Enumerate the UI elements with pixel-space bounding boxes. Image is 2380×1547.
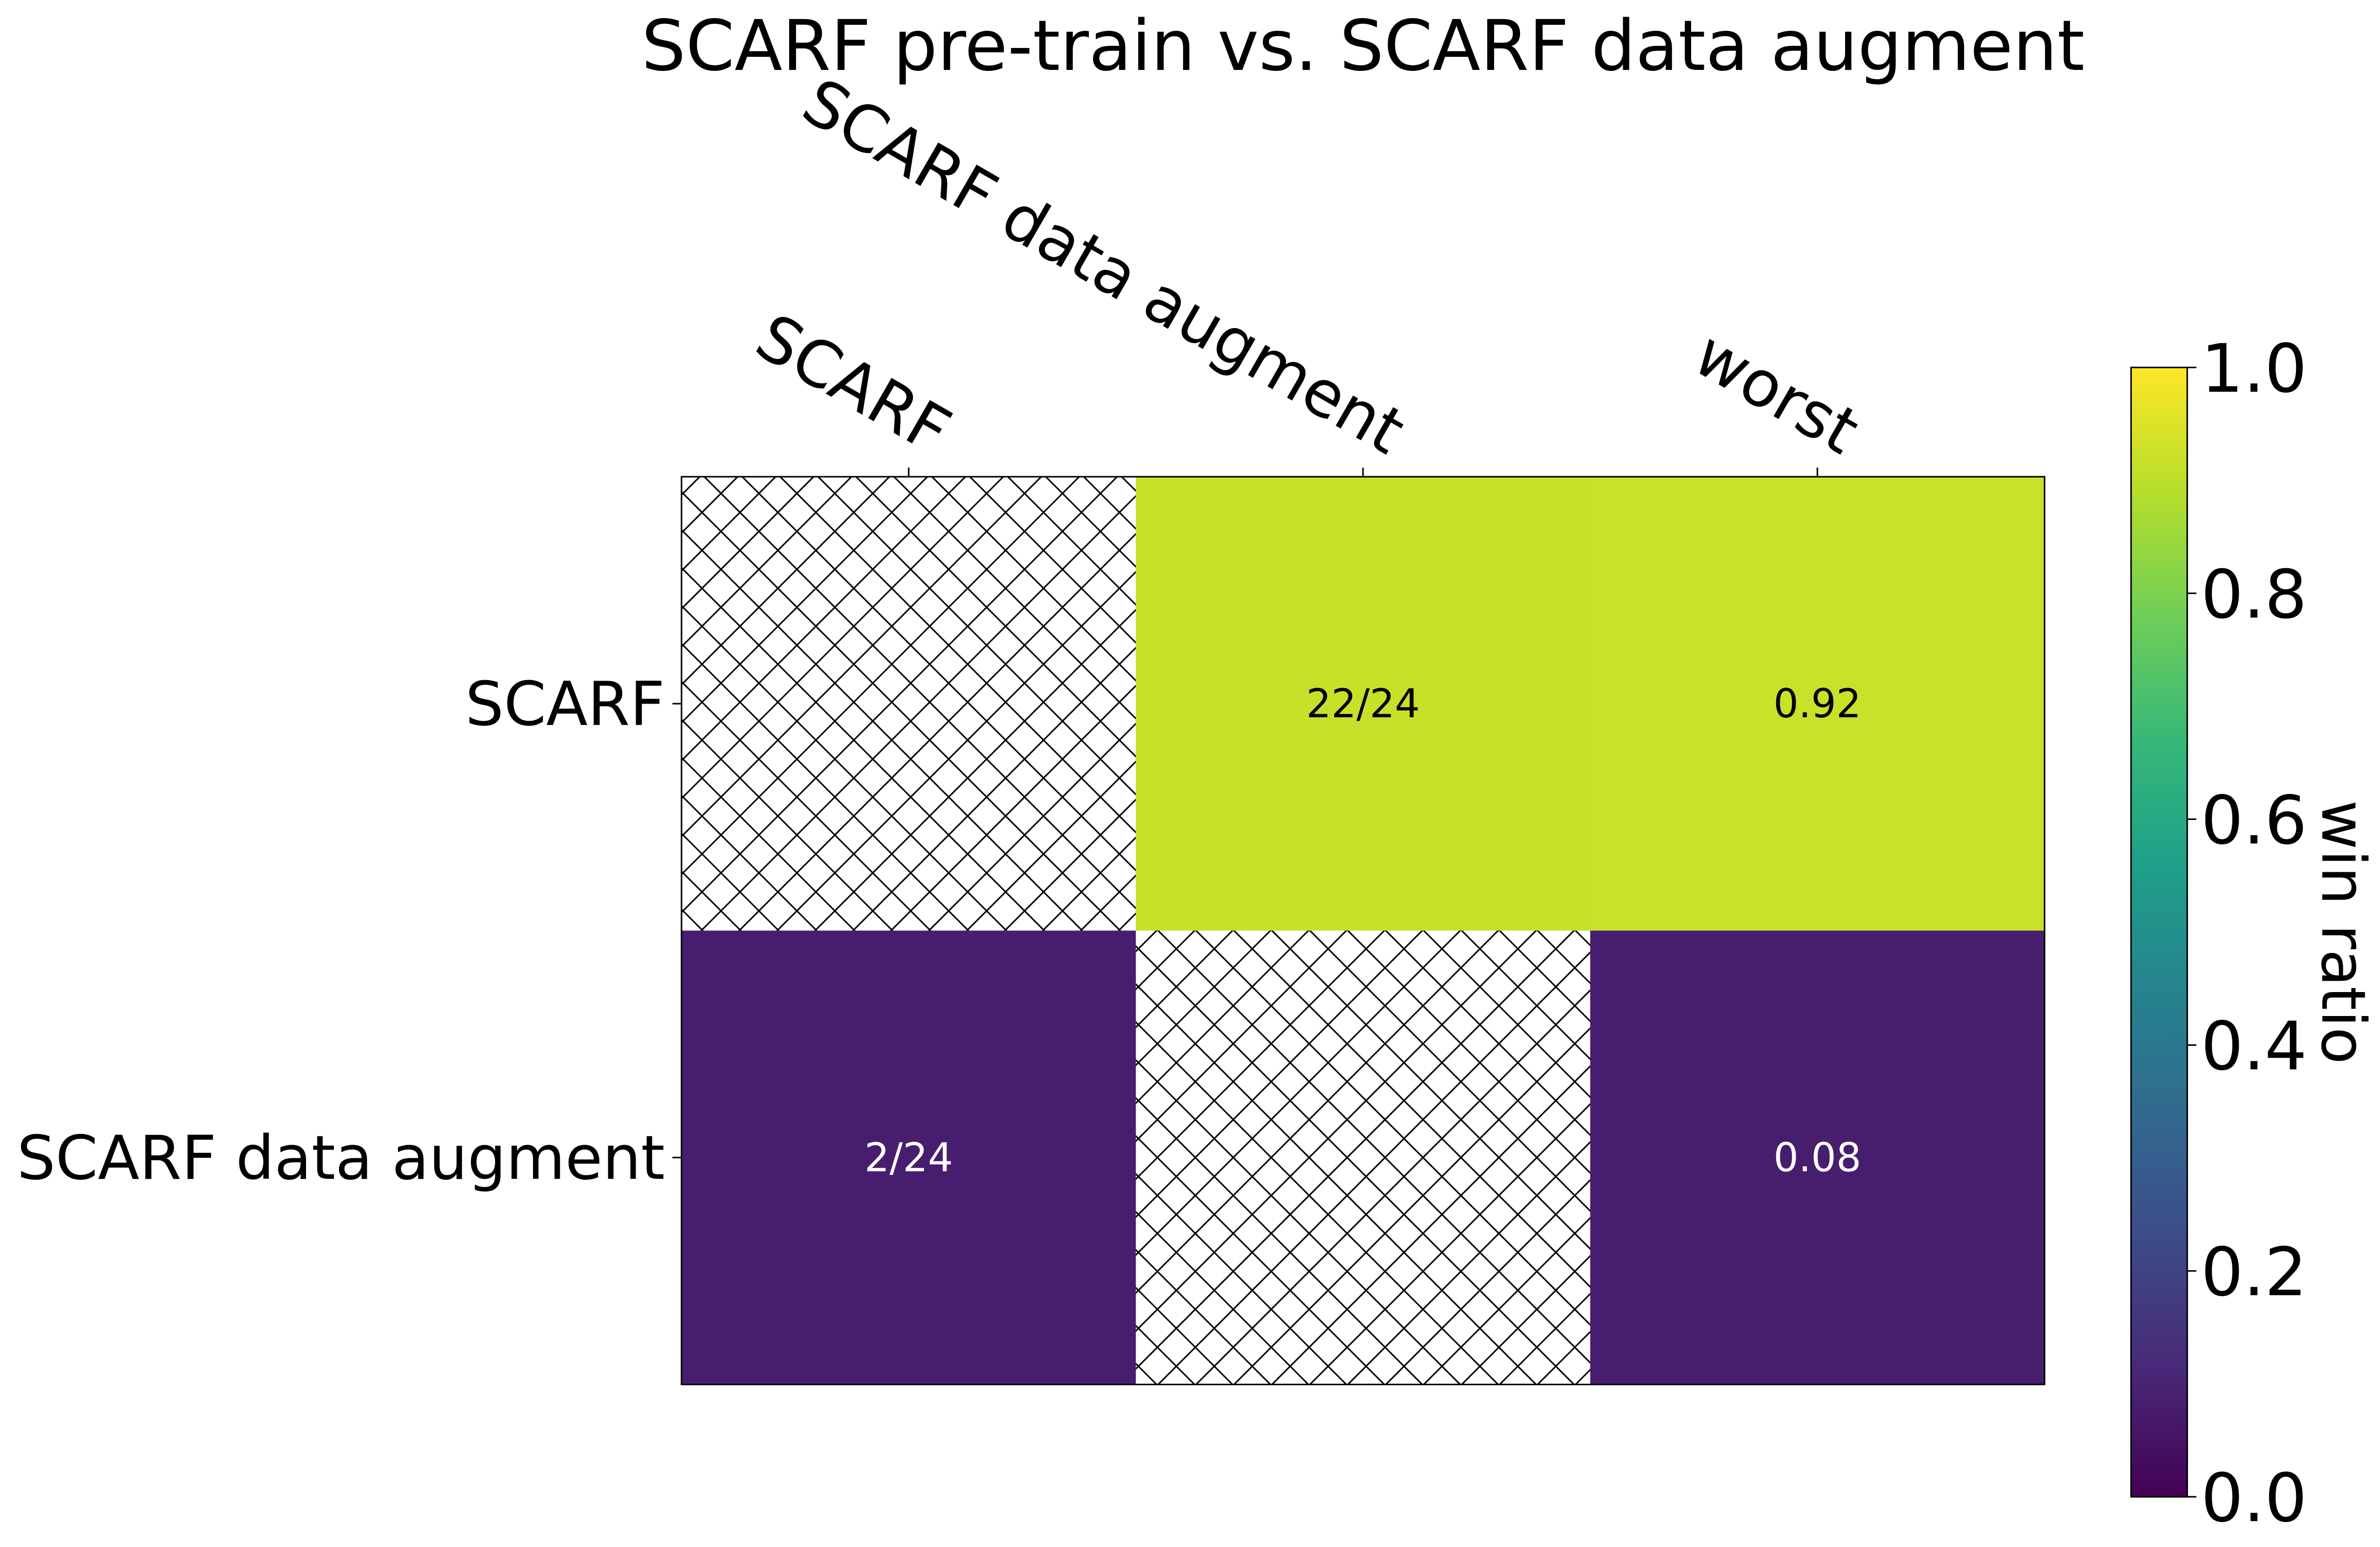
cell	[1136, 477, 1590, 931]
cell	[1590, 477, 2045, 931]
cell	[1590, 930, 2045, 1385]
missing-cell	[681, 477, 1136, 931]
missing-cell	[1136, 930, 1590, 1385]
x-tick-label: SCARF	[744, 300, 963, 469]
colorbar-tick-label: 0.0	[2201, 1459, 2307, 1537]
plot-area: 22/24 0.92 2/24 0.08 SCARF SCARF data augment…	[17, 64, 2378, 1537]
x-tick-label: worst	[1682, 316, 1871, 468]
cell-label: 0.92	[1773, 681, 1861, 727]
colorbar-label: win ratio	[2308, 800, 2378, 1064]
y-tick-label: SCARF	[465, 669, 665, 740]
colorbar	[2130, 366, 2188, 1498]
chart-title: SCARF pre-train vs. SCARF data augment	[641, 5, 2085, 87]
colorbar-tick-label: 0.8	[2201, 556, 2307, 634]
colorbar-tick-label: 0.6	[2201, 782, 2307, 860]
colorbar-tick-label: 1.0	[2201, 330, 2307, 408]
cell-label: 22/24	[1306, 681, 1420, 727]
y-tick-label: SCARF data augment	[17, 1123, 665, 1193]
cell-label: 0.08	[1773, 1135, 1861, 1181]
cell	[681, 930, 1136, 1385]
colorbar-tick-label: 0.4	[2201, 1008, 2307, 1085]
colorbar-tick-label: 0.2	[2201, 1234, 2307, 1311]
cell-label: 2/24	[864, 1135, 953, 1181]
